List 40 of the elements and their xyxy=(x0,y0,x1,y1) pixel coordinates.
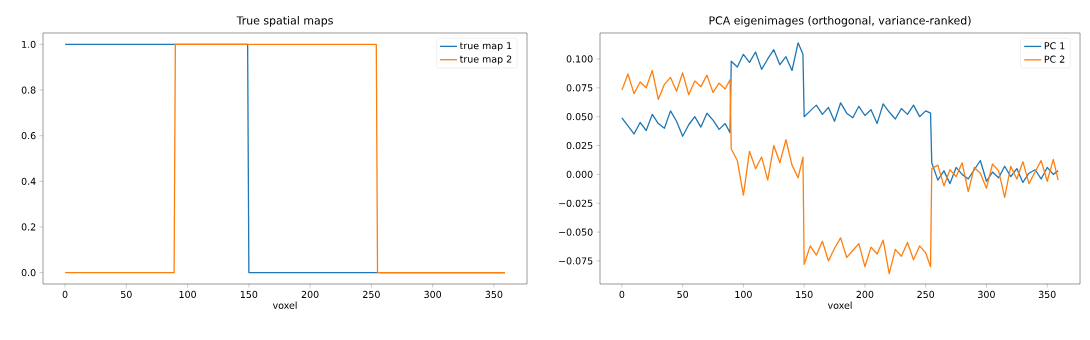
x-tick-label: 0 xyxy=(62,290,68,299)
x-tick-label: 300 xyxy=(978,290,995,299)
x-tick-label: 0 xyxy=(619,290,625,299)
legend-label: true map 1 xyxy=(459,42,512,52)
y-tick-label: 0.050 xyxy=(566,113,593,121)
chart-title: PCA eigenimages (orthogonal, variance-ranked) xyxy=(709,16,971,27)
x-tick-label: 50 xyxy=(677,290,689,299)
x-tick-label: 350 xyxy=(1038,290,1056,299)
x-tick-label: 350 xyxy=(485,290,503,299)
legend-label: PC 2 xyxy=(1044,55,1065,63)
y-tick-label: 1.0 xyxy=(22,40,36,48)
x-axis-title: voxel xyxy=(827,301,852,309)
x-tick-label: 200 xyxy=(301,290,319,299)
line-series xyxy=(621,69,1059,275)
x-tick-label: 300 xyxy=(424,290,442,299)
y-tick-label: 0.4 xyxy=(21,177,36,185)
y-tick-label: 0.075 xyxy=(566,84,593,92)
legend-label: true map 2 xyxy=(459,55,512,65)
y-tick-label: −0.050 xyxy=(559,228,593,236)
x-tick-label: 150 xyxy=(240,290,258,299)
y-tick-label: 0.0 xyxy=(21,269,36,277)
y-tick-label: 0.025 xyxy=(566,141,593,150)
x-axis-title: voxel xyxy=(272,301,297,309)
x-tick-label: 150 xyxy=(796,290,813,299)
y-tick-label: −0.075 xyxy=(559,257,593,265)
y-tick-label: 0.8 xyxy=(21,86,36,94)
x-tick-label: 200 xyxy=(856,290,874,299)
legend-label: PC 1 xyxy=(1044,42,1065,50)
x-tick-label: 100 xyxy=(179,290,196,299)
y-tick-label: 0.000 xyxy=(566,170,593,178)
x-tick-label: 50 xyxy=(121,290,132,299)
y-tick-label: −0.025 xyxy=(559,199,593,207)
y-tick-label: 0.2 xyxy=(21,223,36,231)
x-tick-label: 250 xyxy=(363,290,380,299)
line-series xyxy=(621,42,1059,185)
y-tick-label: 0.100 xyxy=(566,55,593,63)
x-tick-label: 100 xyxy=(735,290,752,299)
y-tick-label: 0.6 xyxy=(21,132,36,140)
x-tick-label: 250 xyxy=(917,290,935,299)
chart-title: True spatial maps xyxy=(236,16,333,27)
